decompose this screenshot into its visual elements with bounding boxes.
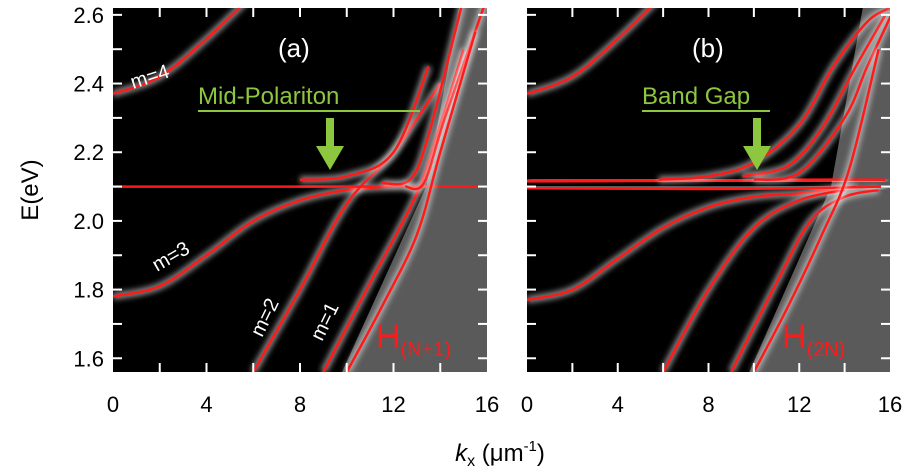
upper-branch-b1: [658, 8, 890, 181]
exciton-lower-b: [527, 185, 886, 191]
panel-a: (a) m=4 m=3 m=2 m=1 Mid-Polariton H(N+1): [113, 8, 487, 372]
y-tick-label: 1.6: [73, 346, 104, 371]
panel-a-x-tick-labels: 0 4 8 12 16: [107, 392, 499, 417]
curve-m2: [252, 82, 442, 372]
upper-branch-a2: [381, 8, 463, 186]
panel-a-plot-area: [113, 8, 487, 372]
curve-b-m1: [730, 188, 879, 372]
y-tick-label: 1.8: [73, 278, 104, 303]
x-tick-label: 16: [878, 392, 902, 417]
y-tick-label: 2.4: [73, 72, 104, 97]
panel-b-label: (b): [692, 33, 724, 63]
panel-b-x-tick-labels: 0 4 8 12 16: [521, 392, 902, 417]
y-tick-label: 2.0: [73, 209, 104, 234]
curve-b-m4: [527, 8, 652, 96]
x-tick-label: 16: [475, 392, 499, 417]
upper-branch-a1: [299, 65, 430, 181]
light-line-a: [345, 31, 477, 372]
y-axis-label: E(eV): [17, 159, 44, 220]
panel-b-plot-area: [527, 8, 890, 372]
y-tick-label: 2.6: [73, 3, 104, 28]
curve-m4: [113, 8, 241, 96]
band-gap-arrow: [743, 118, 771, 170]
panel-b-ticks: [527, 8, 890, 372]
panel-b: (b) Band Gap H(2N): [527, 8, 890, 372]
x-tick-label: 8: [702, 392, 714, 417]
mid-polariton-label: Mid-Polariton: [198, 83, 339, 110]
exciton-upper-b: [527, 178, 886, 183]
x-tick-label: 12: [381, 392, 405, 417]
x-tick-label: 4: [200, 392, 212, 417]
upper-branch-b2: [742, 14, 887, 178]
panel-a-label: (a): [278, 33, 310, 63]
curve-b-m3: [527, 185, 857, 302]
x-axis-label: kx (μm-1): [455, 438, 545, 470]
hamiltonian-a: H(N+1): [376, 318, 451, 361]
hamiltonian-b: H(2N): [782, 318, 845, 361]
x-tick-label: 8: [294, 392, 306, 417]
x-tick-label: 0: [521, 392, 533, 417]
y-tick-labels: 1.6 1.8 2.0 2.2 2.4 2.6: [73, 3, 104, 371]
x-tick-label: 4: [612, 392, 624, 417]
panel-a-ticks: [113, 8, 487, 372]
mid-polariton-arrow: [316, 118, 344, 170]
curve-b-m2: [662, 188, 845, 372]
band-gap-label: Band Gap: [642, 83, 750, 110]
light-line-b: [752, 48, 880, 372]
y-tick-label: 2.2: [73, 140, 104, 165]
upper-branch-b3: [753, 14, 890, 181]
x-tick-label: 0: [107, 392, 119, 417]
x-tick-label: 12: [787, 392, 811, 417]
